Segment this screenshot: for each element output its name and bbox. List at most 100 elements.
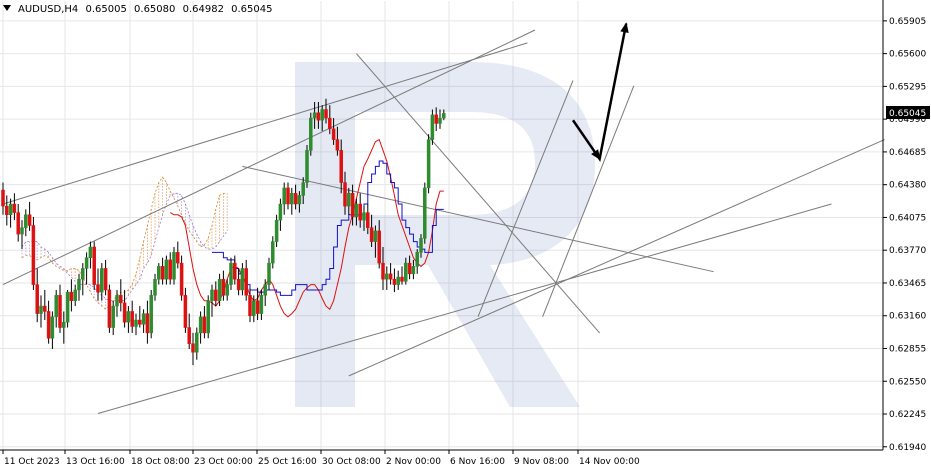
price-tag-box bbox=[886, 106, 930, 119]
candle-body bbox=[43, 305, 47, 312]
candle-body bbox=[96, 284, 100, 293]
candle-body bbox=[350, 193, 355, 218]
trendline bbox=[2, 42, 528, 205]
candle-body bbox=[229, 262, 233, 285]
candle-body bbox=[297, 195, 302, 205]
candle-body bbox=[1, 189, 5, 207]
trendline bbox=[242, 165, 714, 273]
candle-body bbox=[426, 139, 431, 189]
candle-body bbox=[126, 311, 131, 323]
candle-body bbox=[316, 112, 321, 121]
candle-body bbox=[442, 113, 446, 119]
candle-body bbox=[195, 332, 199, 353]
x-tick-label: 23 Oct 00:00 bbox=[194, 457, 253, 467]
y-tick-label: 0.64990 bbox=[889, 115, 926, 125]
y-tick-label: 0.61940 bbox=[889, 443, 926, 453]
y-tick-label: 0.62245 bbox=[889, 410, 926, 420]
trendlines bbox=[2, 29, 885, 414]
candle-body bbox=[8, 203, 13, 216]
candle-body bbox=[415, 252, 419, 267]
candle-body bbox=[282, 187, 286, 205]
x-tick-label: 9 Nov 08:00 bbox=[514, 457, 569, 467]
candle-body bbox=[27, 214, 32, 226]
candle-body bbox=[407, 262, 412, 275]
candle-body bbox=[339, 150, 343, 183]
candle-body bbox=[267, 262, 271, 285]
candle-body bbox=[255, 300, 260, 314]
candle-body bbox=[217, 278, 222, 301]
candle-body bbox=[244, 268, 248, 296]
dropdown-triangle-icon[interactable] bbox=[3, 5, 11, 11]
y-tick-label: 0.62550 bbox=[889, 377, 926, 387]
candle-body bbox=[31, 225, 36, 285]
y-tick-label: 0.63770 bbox=[889, 246, 926, 256]
candle-body bbox=[20, 227, 24, 235]
ichimoku-cloud bbox=[21, 176, 228, 310]
candle-body bbox=[141, 313, 146, 325]
candle-body bbox=[233, 262, 237, 280]
candle-body bbox=[172, 252, 176, 280]
candle-body bbox=[343, 182, 347, 207]
candle-body bbox=[202, 316, 207, 334]
trendline bbox=[542, 85, 635, 317]
y-tick-label: 0.64075 bbox=[889, 213, 926, 223]
candle-body bbox=[248, 295, 252, 316]
x-tick-label: 13 Oct 16:00 bbox=[66, 457, 125, 467]
candle-body bbox=[411, 266, 416, 275]
candle-body bbox=[92, 246, 96, 285]
candle-body bbox=[46, 311, 51, 339]
candle-body bbox=[164, 259, 169, 280]
candle-body bbox=[259, 295, 264, 314]
candle-body bbox=[153, 278, 157, 296]
candle-body bbox=[369, 227, 374, 242]
candle-body bbox=[274, 219, 279, 242]
candle-body bbox=[176, 252, 180, 264]
candle-body bbox=[400, 276, 404, 282]
symbol-label: AUDUSD,H4 bbox=[18, 4, 79, 15]
candle-body bbox=[81, 268, 85, 280]
candle-body bbox=[293, 193, 298, 205]
candle-body bbox=[84, 257, 89, 269]
candle-body bbox=[331, 128, 336, 140]
y-tick-label: 0.65295 bbox=[889, 82, 926, 92]
price-tag: 0.65045 bbox=[886, 106, 930, 119]
candle-body bbox=[73, 289, 77, 301]
candle-body bbox=[214, 289, 218, 301]
trendline bbox=[356, 53, 600, 334]
x-tick-label: 2 Nov 00:00 bbox=[386, 457, 441, 467]
candles bbox=[1, 98, 446, 366]
y-tick-label: 0.65905 bbox=[889, 17, 926, 27]
y-tick-label: 0.65600 bbox=[889, 50, 926, 60]
candle-body bbox=[206, 300, 210, 334]
y-tick-label: 0.64685 bbox=[889, 148, 926, 158]
candle-body bbox=[122, 302, 127, 323]
x-tick-label: 14 Nov 00:00 bbox=[579, 457, 640, 467]
candle-body bbox=[160, 266, 165, 280]
candle-body bbox=[115, 295, 119, 307]
candle-body bbox=[419, 238, 423, 253]
candle-body bbox=[320, 109, 324, 121]
candle-body bbox=[58, 295, 62, 328]
candle-body bbox=[373, 230, 378, 242]
candle-body bbox=[366, 212, 370, 228]
candle-body bbox=[119, 295, 123, 304]
candle-body bbox=[354, 203, 359, 218]
candle-body bbox=[263, 284, 267, 296]
candle-body bbox=[438, 117, 442, 124]
candle-body bbox=[191, 343, 195, 353]
candle-body bbox=[183, 295, 188, 328]
candle-body bbox=[210, 289, 214, 301]
candle-body bbox=[309, 117, 313, 151]
x-tick-label: 11 Oct 2023 bbox=[4, 457, 60, 467]
candle-body bbox=[271, 241, 275, 264]
high-value: 0.65080 bbox=[134, 4, 176, 15]
candle-body bbox=[54, 295, 58, 318]
low-value: 0.64982 bbox=[182, 4, 224, 15]
candle-body bbox=[149, 295, 153, 334]
price-tag-text: 0.65045 bbox=[889, 109, 926, 119]
candle-body bbox=[77, 278, 81, 291]
candle-body bbox=[100, 268, 104, 293]
candle-body bbox=[392, 278, 397, 285]
